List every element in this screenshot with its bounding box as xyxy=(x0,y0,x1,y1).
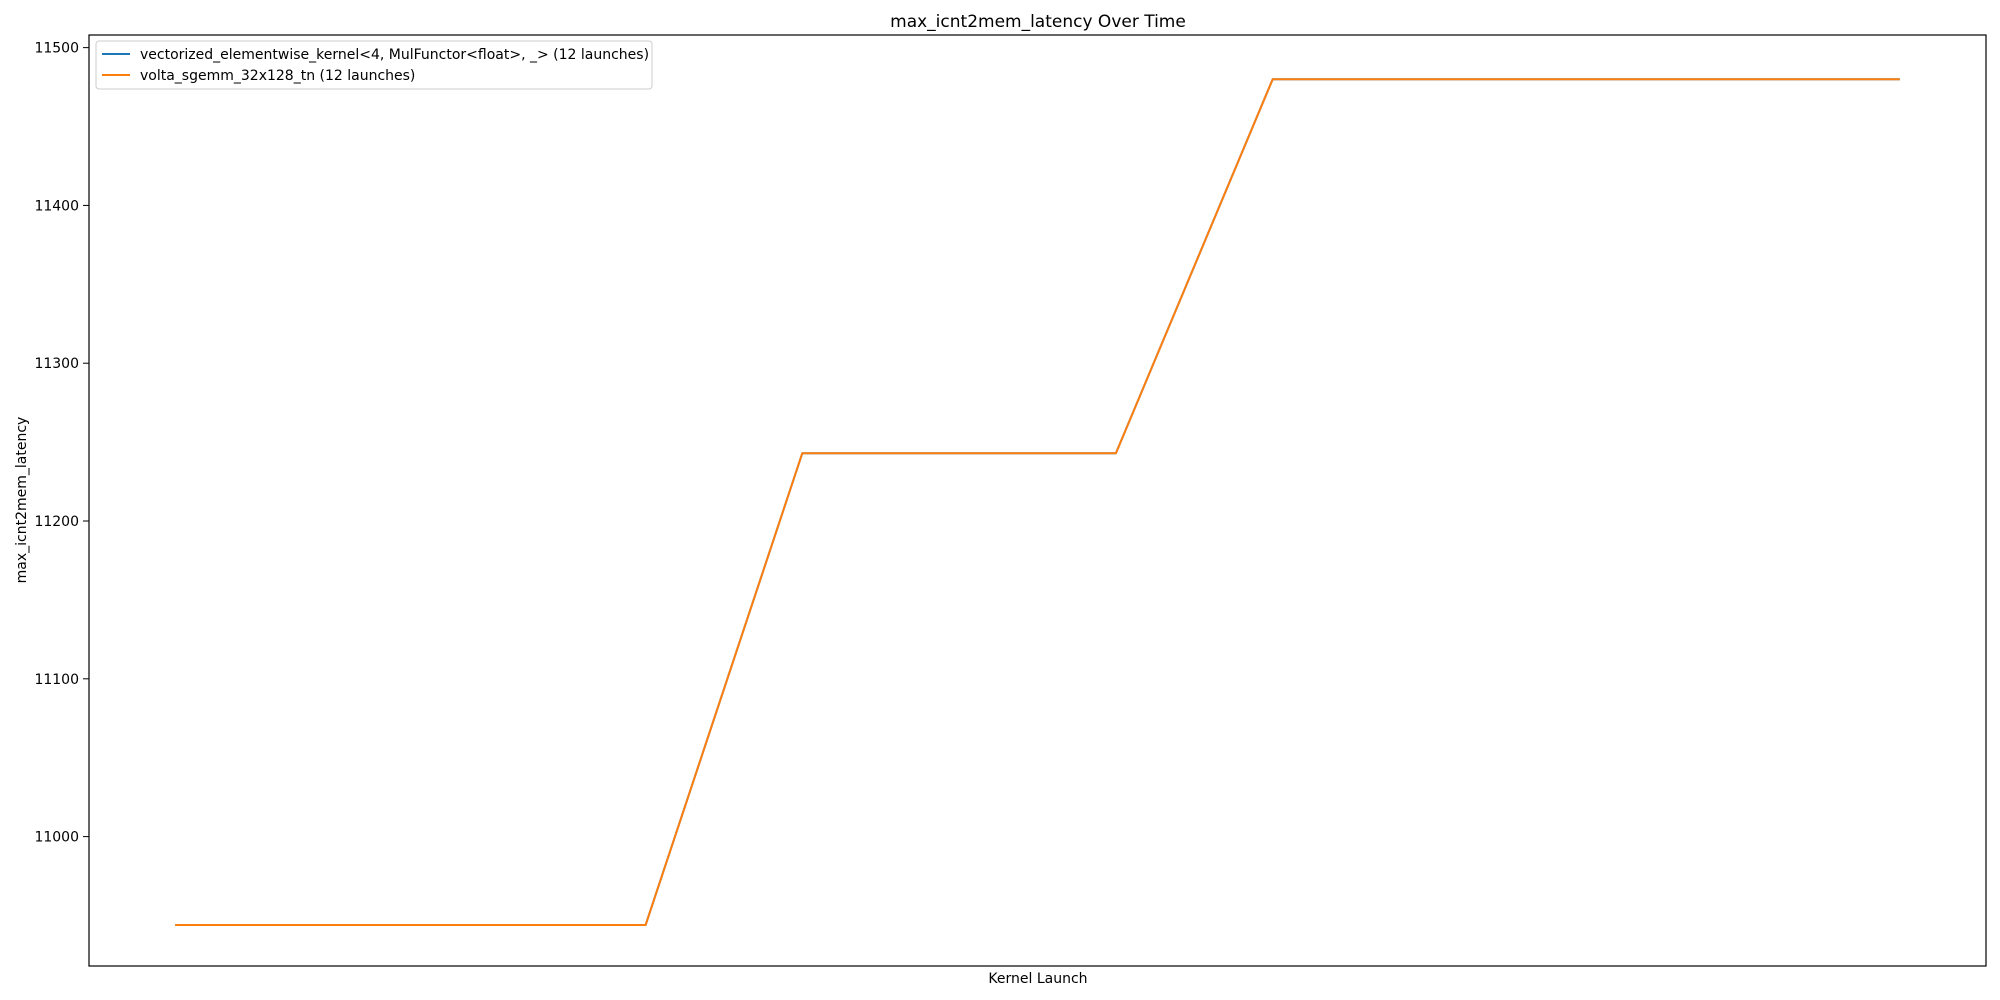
series-line-1 xyxy=(175,78,1900,926)
y-axis-label: max_icnt2mem_latency xyxy=(14,417,30,584)
legend-label-vectorized-elementwise: vectorized_elementwise_kernel<4, MulFunc… xyxy=(140,47,649,63)
y-tick-label: 11500 xyxy=(34,41,79,57)
legend-label-volta-sgemm: volta_sgemm_32x128_tn (12 launches) xyxy=(140,68,415,84)
legend: vectorized_elementwise_kernel<4, MulFunc… xyxy=(95,40,653,90)
y-tick-label: 11400 xyxy=(34,198,79,214)
y-tick-label: 11000 xyxy=(34,830,79,846)
series-layer xyxy=(175,78,1900,926)
y-axis-ticks: 11000 11100 11200 11300 11400 11500 xyxy=(34,41,89,846)
legend-box xyxy=(95,40,653,90)
y-tick-label: 11200 xyxy=(34,514,79,530)
plot-frame xyxy=(88,34,1987,967)
y-tick-label: 11300 xyxy=(34,356,79,372)
y-tick-label: 11100 xyxy=(34,672,79,688)
x-axis-label: Kernel Launch xyxy=(988,971,1087,987)
chart-title: max_icnt2mem_latency Over Time xyxy=(890,12,1186,32)
